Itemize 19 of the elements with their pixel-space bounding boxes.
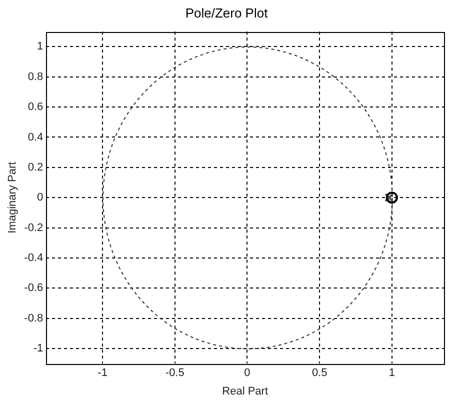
- x-tick-label: -0.5: [165, 367, 184, 380]
- y-tick-label: 0: [37, 192, 44, 204]
- x-axis-title: Real Part: [222, 385, 268, 398]
- y-tick-label: -0.6: [24, 282, 44, 294]
- y-tick-label: 0.6: [28, 101, 44, 114]
- y-tick-label: 1: [37, 40, 44, 53]
- chart-title: Pole/Zero Plot: [185, 5, 268, 20]
- x-tick-label: 1: [388, 367, 395, 380]
- y-tick-label: 0.8: [28, 70, 44, 83]
- x-tick-label: 0.5: [312, 367, 328, 380]
- y-axis-title: Imaginary Part: [6, 162, 19, 234]
- y-tick-label: -0.8: [24, 312, 44, 324]
- y-tick-label: -0.2: [24, 222, 44, 234]
- x-tick-label: 0: [244, 367, 250, 380]
- y-tick-label: -0.4: [24, 252, 44, 264]
- x-tick-label: -1: [98, 367, 108, 380]
- y-tick-label: -1: [33, 342, 44, 355]
- y-tick-label: 0.4: [28, 131, 44, 144]
- y-tick-label: 0.2: [28, 161, 44, 174]
